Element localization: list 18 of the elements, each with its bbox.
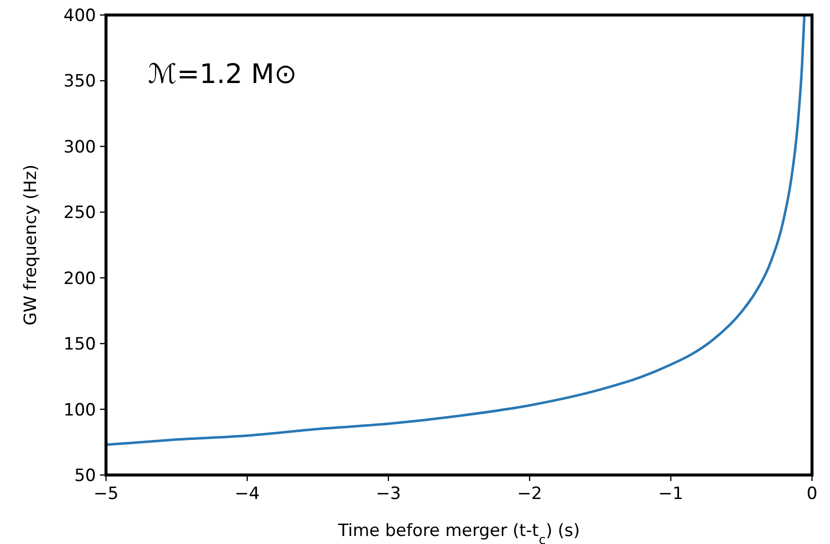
y-tick-label: 300 <box>64 137 96 158</box>
y-tick-label: 150 <box>64 334 96 355</box>
x-tick-label: −1 <box>658 484 684 504</box>
x-tick-label: 0 <box>806 484 818 504</box>
annotation: ℳ=1.2 M⊙ <box>148 59 297 90</box>
x-axis-title: Time before merger (t-t$_{c}$) (s) <box>337 521 580 544</box>
y-tick-label: 50 <box>74 466 96 486</box>
y-tick-label: 350 <box>64 72 96 92</box>
y-tick-label: 400 <box>64 6 96 26</box>
x-tick-label: −3 <box>376 484 401 504</box>
line-series <box>106 15 806 446</box>
x-tick-label: −2 <box>517 484 542 504</box>
y-tick-label: 200 <box>64 268 96 289</box>
y-tick-label: 250 <box>64 203 96 224</box>
y-axis-title: GW frequency (Hz) <box>21 164 41 326</box>
x-tick-label: −5 <box>93 484 119 504</box>
x-tick-label: −4 <box>234 484 260 504</box>
y-tick-label: 100 <box>64 400 96 420</box>
